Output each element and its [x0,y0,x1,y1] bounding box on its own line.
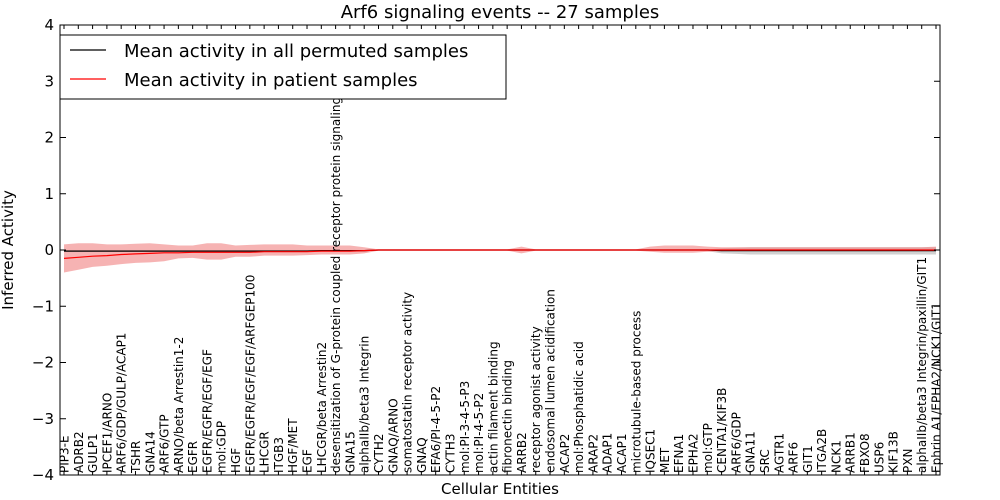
x-tick-label: mol:GDP [215,421,229,473]
x-tick-label: TSHR [129,441,143,474]
x-tick-label: Ephrin A1/EPHA2/NCK1/GIT1 [930,302,944,473]
x-tick-label: EGFR/EGFR/EGF/EGF/ARFGEP100 [243,275,257,473]
x-tick-label: GNA14 [143,431,157,473]
series-line-patient [63,249,936,259]
x-tick-label: endosomal lumen acidification [544,289,558,473]
x-tick-label: ARF6/GTP [158,414,172,473]
x-tick-label: USP6 [872,442,886,473]
legend-label-permuted: Mean activity in all permuted samples [124,41,468,62]
y-axis-ticks: 4 3 2 1 0 −1 −2 −3 −4 [32,16,940,484]
x-tick-label: HGF [229,448,243,473]
x-tick-label: ARNO/beta Arrestin1-2 [172,337,186,473]
y-tick-label: −2 [32,354,54,372]
y-axis-label: Inferred Activity [0,190,17,310]
x-tick-label: ARAP2 [586,434,600,473]
y-tick-label: 1 [44,185,54,203]
legend-box [59,34,507,100]
x-tick-label: somatostatin receptor activity [401,292,415,473]
y-tick-label: −1 [32,297,54,315]
x-tick-label: MET [658,447,672,473]
x-tick-label: LHCGR [258,431,272,473]
y-tick-label: −4 [32,466,54,484]
x-tick-label: ADRB2 [72,431,86,473]
x-tick-label: ARRB1 [844,432,858,473]
x-tick-label: mol:Phosphatidic acid [572,341,586,473]
x-tick-label: ADAP1 [601,433,615,473]
x-tick-label: FBXO8 [858,433,872,473]
x-tick-label: EGFR/EGFR/EGF/EGF [200,349,214,473]
x-tick-label: PXN [901,449,915,473]
x-tick-label: GNA11 [744,431,758,473]
y-tick-label: −3 [32,410,54,428]
x-tick-label: EFA6/PI-4-5-P2 [429,386,443,473]
x-tick-label: alphaIIb/beta3 Integrin/paxillin/GIT1 [915,257,929,473]
y-tick-label: 2 [44,129,54,147]
x-tick-label: IQSEC1 [644,429,658,473]
series-lines [63,249,936,259]
chart-title: Arf6 signaling events -- 27 samples [341,2,660,23]
confidence-bands [64,243,936,273]
x-tick-label: EGF [301,449,315,473]
legend: Mean activity in all permuted samples Me… [59,34,507,100]
x-axis-ticks: PIP3-E ADRB2 GULP1 IPCEF1/ARNO ARF6/GDP/GULP… [58,25,944,475]
plot-frame [59,24,941,476]
legend-label-patient: Mean activity in patient samples [124,70,418,91]
x-tick-label: LHCGR/beta Arrestin2 [315,342,329,473]
x-tick-label: ACAP1 [615,434,629,473]
x-tick-label: AGTR1 [772,433,786,473]
x-tick-label: EFNA1 [672,434,686,473]
x-tick-label: KIF13B [887,431,901,473]
y-tick-label: 4 [44,16,54,34]
x-tick-label: ARRB2 [515,432,529,473]
x-tick-label: GNA15 [343,431,357,473]
x-tick-label: receptor agonist activity [529,326,543,473]
x-tick-label: CENTA1/KIF3B [715,388,729,473]
x-tick-label: mol:PI-3-4-5-P3 [458,381,472,473]
y-tick-label: 3 [44,72,54,90]
x-tick-label: GNAQ/ARNO [386,398,400,473]
x-tick-label: GIT1 [801,445,815,473]
x-tick-label: EGFR [186,441,200,473]
x-tick-label: ITGA2B [815,429,829,473]
x-tick-label: EPHA2 [686,433,700,473]
x-tick-label: NCK1 [829,440,843,473]
x-tick-label: actin filament binding [486,341,500,473]
x-tick-label: PIP3-E [58,435,72,473]
x-tick-label: GULP1 [86,433,100,473]
x-tick-label: alphaIIb/beta3 Integrin [358,336,372,473]
x-tick-label: SRC [758,449,772,473]
x-tick-label: ARF6/GDP/GULP/ACAP1 [115,333,129,473]
x-tick-label: ARF6/GDP [729,412,743,473]
x-tick-label: CYTH3 [443,434,457,474]
x-tick-label: desensitization of G-protein coupled rec… [329,42,343,473]
x-tick-label: IPCEF1/ARNO [100,393,114,473]
band-patient [64,243,936,273]
x-tick-label: mol:PI-4-5-P2 [472,393,486,473]
x-tick-label: microtubule-based process [629,311,643,473]
x-tick-label: fibronectin binding [501,360,515,473]
x-tick-label: HGF/MET [286,418,300,473]
x-tick-label: ACAP2 [558,434,572,473]
x-axis-label: Cellular Entities [441,480,559,498]
x-tick-label: mol:GTP [701,423,715,473]
x-tick-label: ARF6 [787,442,801,473]
x-tick-label: GNAQ [415,437,429,473]
y-tick-label: 0 [44,241,54,259]
x-tick-label: CYTH2 [372,434,386,474]
x-tick-label: ITGB3 [272,437,286,473]
